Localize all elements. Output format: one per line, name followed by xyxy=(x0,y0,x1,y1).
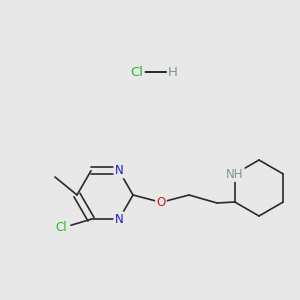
Text: N: N xyxy=(115,164,123,177)
Text: O: O xyxy=(156,196,166,209)
Text: H: H xyxy=(168,65,178,79)
Text: Cl: Cl xyxy=(130,65,143,79)
Text: N: N xyxy=(115,213,123,226)
Text: Cl: Cl xyxy=(55,221,67,234)
Text: NH: NH xyxy=(226,167,244,181)
Text: H: H xyxy=(230,167,239,181)
